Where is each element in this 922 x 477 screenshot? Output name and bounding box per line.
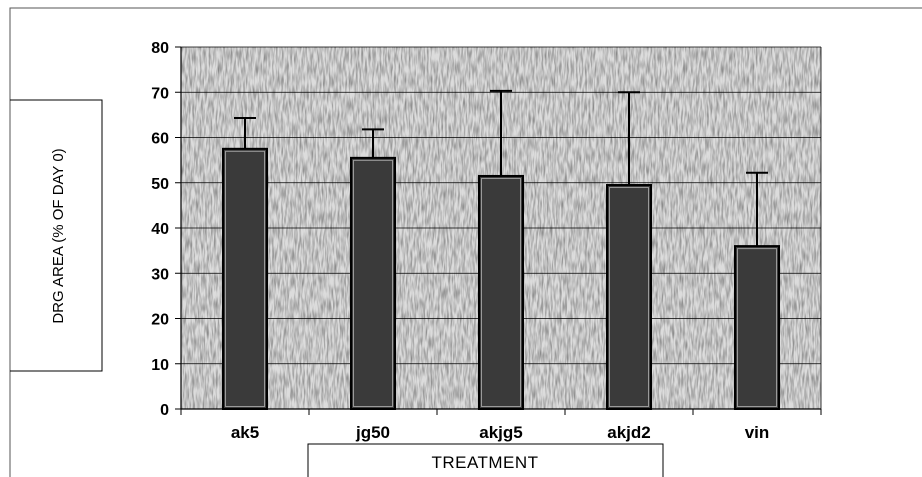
y-tick-label: 10 (151, 357, 169, 374)
x-tick-label: ak5 (231, 423, 259, 442)
bar-inner-rim (737, 248, 777, 407)
bar (606, 184, 652, 410)
bar (350, 156, 396, 410)
y-tick-label: 40 (151, 221, 169, 238)
y-axis-title: DRG AREA (% OF DAY 0) (50, 148, 67, 323)
y-tick-label: 30 (151, 266, 169, 283)
x-category-labels: ak5 jg50 akjg5 akjd2 vin (231, 423, 769, 442)
axes (175, 46, 822, 415)
bar (478, 174, 524, 410)
bar-inner-rim (225, 150, 265, 407)
bar (222, 147, 268, 410)
x-tick-label: akjd2 (607, 423, 650, 442)
x-axis-title: TREATMENT (431, 453, 538, 472)
y-tick-label: 20 (151, 312, 169, 329)
chart-frame (9, 7, 922, 477)
x-axis-title-box: TREATMENT (307, 443, 664, 477)
bar-inner-rim (353, 159, 393, 407)
x-axis-title-border (307, 443, 664, 477)
bar-inner-rim (481, 177, 521, 407)
x-tick-label: akjg5 (479, 423, 522, 442)
x-tick-label: jg50 (355, 423, 390, 442)
y-tick-label: 70 (151, 85, 169, 102)
error-bars (234, 89, 768, 247)
y-axis-title-border (10, 99, 103, 372)
y-tick-label: 50 (151, 176, 169, 193)
y-tick-label: 0 (160, 402, 169, 419)
y-tick-labels: 0 10 20 30 40 50 60 70 80 (151, 40, 169, 419)
y-tick-label: 60 (151, 131, 169, 148)
y-axis-title-box: DRG AREA (% OF DAY 0) (10, 99, 103, 372)
bar (734, 245, 780, 410)
y-tick-label: 80 (151, 40, 169, 57)
bars (222, 147, 780, 410)
bar-inner-rim (609, 187, 649, 407)
x-tick-label: vin (745, 423, 770, 442)
